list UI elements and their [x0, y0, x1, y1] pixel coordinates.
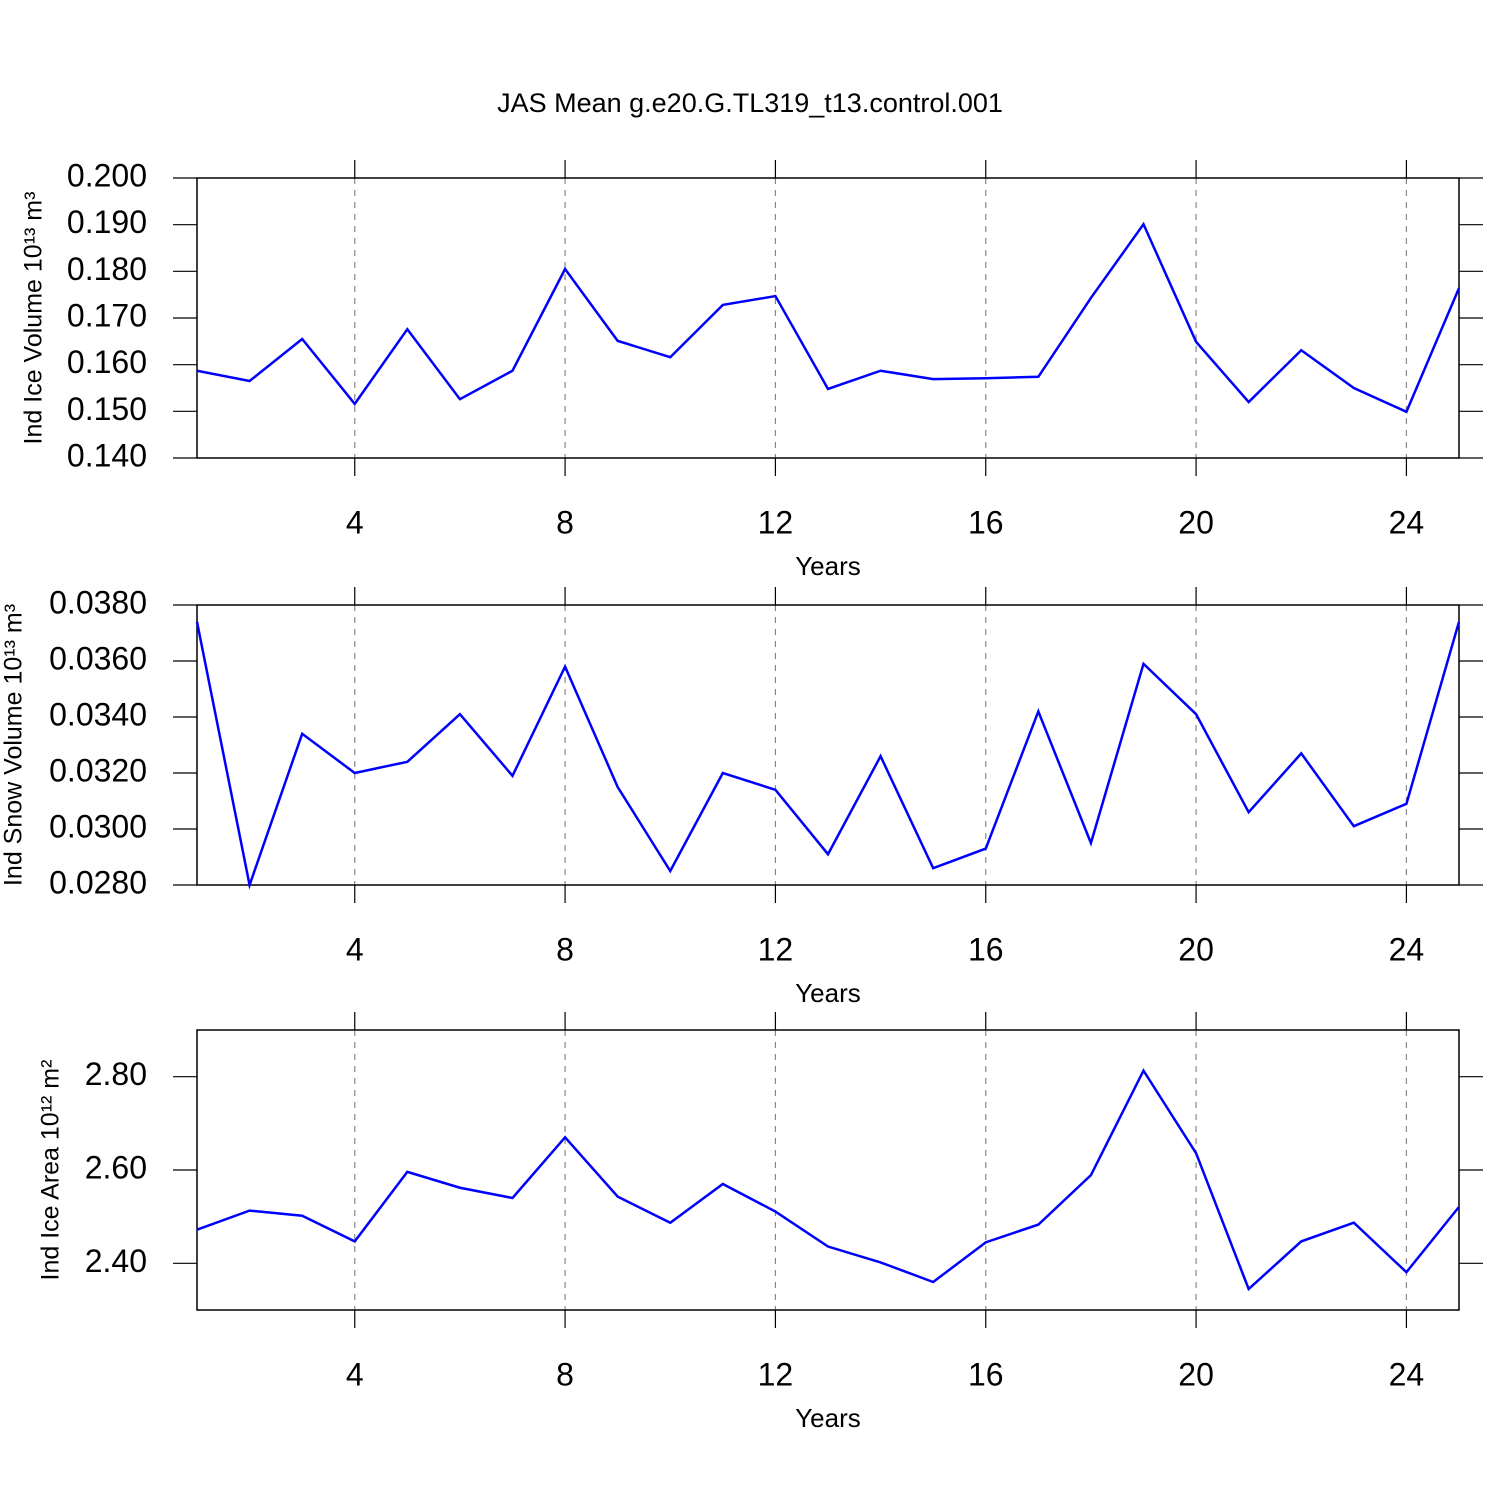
- x-tick-label: 4: [346, 931, 364, 967]
- y-tick-label: 0.0340: [49, 696, 147, 732]
- x-tick-label: 24: [1389, 1356, 1425, 1392]
- x-tick-label: 24: [1389, 931, 1425, 967]
- x-tick-label: 24: [1389, 504, 1425, 540]
- y-axis-label: Ind Ice Area 10¹² m²: [37, 1060, 65, 1281]
- x-tick-label: 4: [346, 504, 364, 540]
- x-axis-label: Years: [795, 1403, 861, 1433]
- y-tick-label: 2.80: [85, 1056, 147, 1092]
- x-tick-label: 20: [1178, 1356, 1214, 1392]
- y-tick-label: 0.0360: [49, 640, 147, 676]
- y-tick-label: 0.150: [67, 391, 147, 427]
- x-tick-label: 8: [556, 1356, 574, 1392]
- y-tick-label: 2.60: [85, 1149, 147, 1185]
- x-tick-label: 16: [968, 931, 1004, 967]
- y-tick-label: 0.0380: [49, 584, 147, 620]
- x-tick-label: 20: [1178, 931, 1214, 967]
- y-tick-label: 0.180: [67, 251, 147, 287]
- x-tick-label: 16: [968, 1356, 1004, 1392]
- x-tick-label: 12: [758, 1356, 794, 1392]
- y-tick-label: 0.140: [67, 437, 147, 473]
- plot-frame: [196, 604, 1460, 886]
- x-tick-label: 8: [556, 504, 574, 540]
- x-tick-label: 20: [1178, 504, 1214, 540]
- chart-title: JAS Mean g.e20.G.TL319_t13.control.001: [497, 88, 1003, 118]
- y-tick-label: 2.40: [85, 1243, 147, 1279]
- y-tick-label: 0.0280: [49, 864, 147, 900]
- y-axis-label: Ind Ice Volume 10¹³ m³: [20, 192, 48, 445]
- y-tick-label: 0.190: [67, 204, 147, 240]
- x-axis-label: Years: [795, 978, 861, 1008]
- data-line: [196, 221, 1461, 414]
- y-tick-label: 0.170: [67, 297, 147, 333]
- y-tick-label: 0.0300: [49, 808, 147, 844]
- x-tick-label: 16: [968, 504, 1004, 540]
- y-tick-label: 0.0320: [49, 752, 147, 788]
- data-line: [195, 621, 1461, 890]
- data-line: [196, 1068, 1460, 1292]
- y-axis-label: Ind Snow Volume 10¹³ m³: [0, 604, 28, 886]
- y-tick-label: 0.160: [67, 344, 147, 380]
- x-tick-label: 12: [758, 931, 794, 967]
- y-tick-label: 0.200: [67, 157, 147, 193]
- x-tick-label: 8: [556, 931, 574, 967]
- x-tick-label: 4: [346, 1356, 364, 1392]
- plot-frame: [196, 1029, 1460, 1311]
- x-tick-label: 12: [758, 504, 794, 540]
- x-axis-label: Years: [795, 551, 861, 581]
- plot-frame: [196, 177, 1460, 459]
